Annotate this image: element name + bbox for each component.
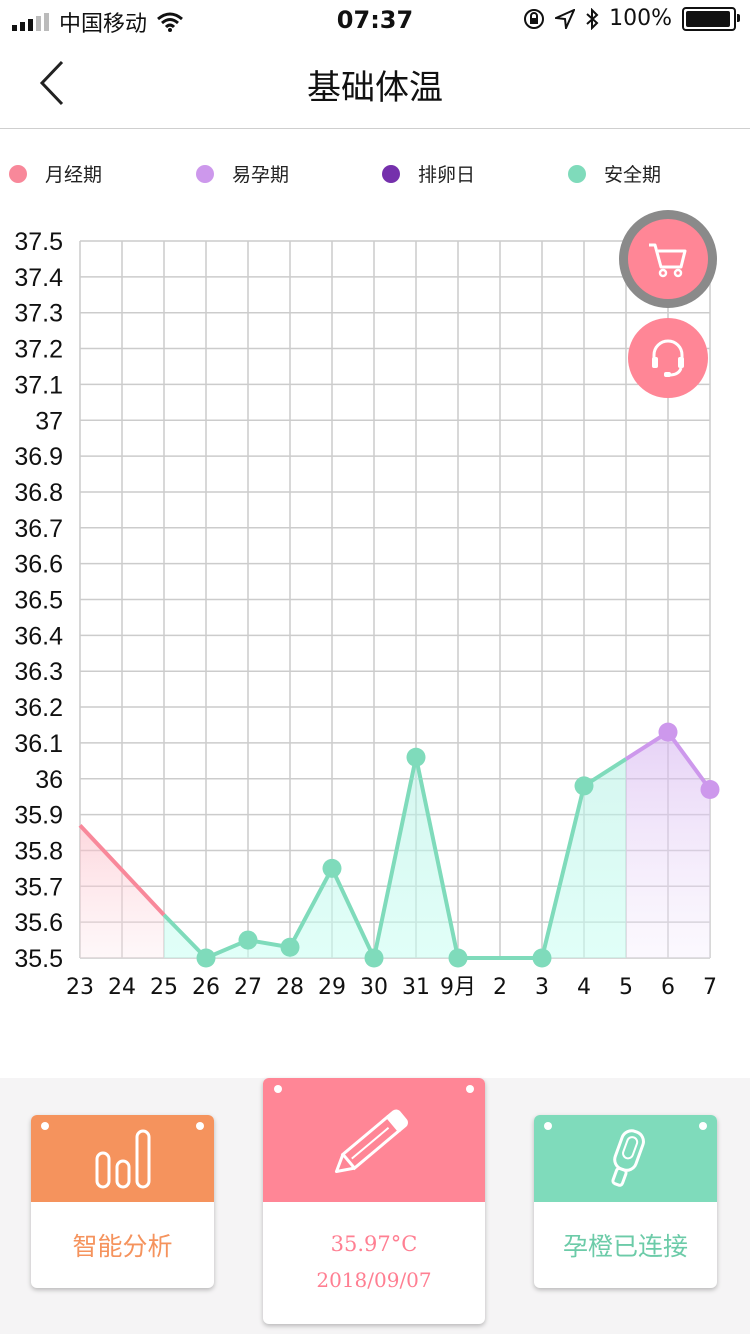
y-tick-label: 35.5 [14,945,63,973]
device-status-label: 孕橙已连接 [562,1232,688,1261]
x-tick-label: 29 [318,975,346,1000]
y-tick-label: 36.6 [14,551,63,579]
x-tick-label: 6 [661,975,675,1000]
card-header [263,1078,485,1202]
y-tick-label: 37.5 [14,228,63,256]
x-tick-label: 4 [577,975,591,1000]
x-tick-label: 30 [360,975,388,1000]
y-tick-label: 36.2 [14,694,63,722]
y-tick-label: 35.7 [14,873,63,901]
battery-icon [682,6,740,31]
y-tick-label: 36.3 [14,658,63,686]
latest-temperature: 35.97°C [330,1232,418,1256]
data-point [574,776,594,796]
chart-legend: 月经期 易孕期 排卵日 安全期 [0,160,750,190]
temperature-series-line [78,823,166,917]
data-point [196,948,216,968]
bluetooth-icon [586,7,599,30]
data-point [700,780,720,800]
x-tick-label: 2 [493,975,507,1000]
rotation-lock-icon [524,8,545,29]
legend-item-menstrual: 月经期 [9,160,102,187]
x-tick-label: 31 [402,975,430,1000]
carrier-label: 中国移动 [59,12,148,37]
y-tick-label: 37.2 [14,336,63,364]
cart-icon [649,243,687,278]
y-tick-label: 36.1 [14,730,63,758]
phase-area-fill [80,825,164,958]
card-header [534,1115,717,1202]
status-bar: 中国移动 07:37 100% [0,0,750,40]
battery-percent: 100% [609,6,672,31]
x-tick-label: 23 [66,975,94,1000]
y-tick-label: 36.8 [14,479,63,507]
phase-area-fill [626,732,710,958]
temperature-chart: 37.537.437.337.237.13736.936.836.736.636… [14,228,720,1000]
data-point [280,937,300,957]
legend-dot [196,164,214,183]
legend-label: 安全期 [604,164,662,186]
headset-icon [652,339,684,377]
bar-chart-icon [95,1129,150,1188]
x-tick-label: 28 [276,975,304,1000]
y-tick-label: 36.7 [14,515,63,543]
nav-bar: 基础体温 [0,40,750,129]
latest-record-date: 2018/09/07 [316,1268,432,1292]
x-tick-label: 25 [150,975,178,1000]
data-point [448,948,468,968]
y-tick-label: 35.6 [14,909,63,937]
legend-label: 易孕期 [232,164,290,186]
y-tick-label: 36.5 [14,587,63,615]
data-point [364,948,384,968]
data-point [406,747,426,767]
shopping-cart-button[interactable] [628,219,708,299]
wifi-icon [157,12,183,32]
x-tick-label: 24 [108,975,136,1000]
data-point [532,948,552,968]
x-tick-label: 5 [619,975,633,1000]
status-time: 07:37 [336,6,414,34]
y-tick-label: 37.3 [14,300,63,328]
x-tick-label: 27 [234,975,262,1000]
back-button[interactable] [36,58,76,108]
legend-item-fertile: 易孕期 [196,160,289,187]
y-tick-label: 37 [35,407,63,435]
y-tick-label: 37.1 [14,371,63,399]
signal-icon [12,13,49,31]
x-tick-label: 3 [535,975,549,1000]
legend-dot [9,164,27,183]
card-header [31,1115,214,1202]
y-tick-label: 37.4 [14,264,63,292]
legend-dot [382,164,400,183]
legend-label: 月经期 [45,164,103,186]
legend-dot [568,164,586,183]
customer-service-button[interactable] [628,318,708,398]
device-status-card[interactable]: 孕橙已连接 [534,1115,717,1288]
data-point [238,930,258,950]
x-tick-label: 26 [192,975,220,1000]
legend-item-ovulation: 排卵日 [382,160,475,187]
chevron-left-icon [39,60,64,106]
x-tick-label: 7 [703,975,717,1000]
y-tick-label: 35.8 [14,837,63,865]
legend-label: 排卵日 [418,164,476,186]
y-tick-label: 35.9 [14,802,63,830]
smart-analysis-label: 智能分析 [72,1232,173,1261]
data-point [322,858,342,878]
legend-item-safe: 安全期 [568,160,661,187]
y-tick-label: 36.9 [14,443,63,471]
y-tick-label: 36 [35,766,63,794]
x-tick-label: 9月 [440,975,476,1000]
pencil-icon [334,1109,408,1173]
location-icon [555,8,576,29]
temperature-record-card[interactable]: 35.97°C 2018/09/07 [263,1078,485,1324]
page-title: 基础体温 [307,68,443,108]
thermometer-icon [610,1128,645,1187]
smart-analysis-card[interactable]: 智能分析 [31,1115,214,1288]
data-point [658,722,678,742]
y-tick-label: 36.4 [14,622,63,650]
